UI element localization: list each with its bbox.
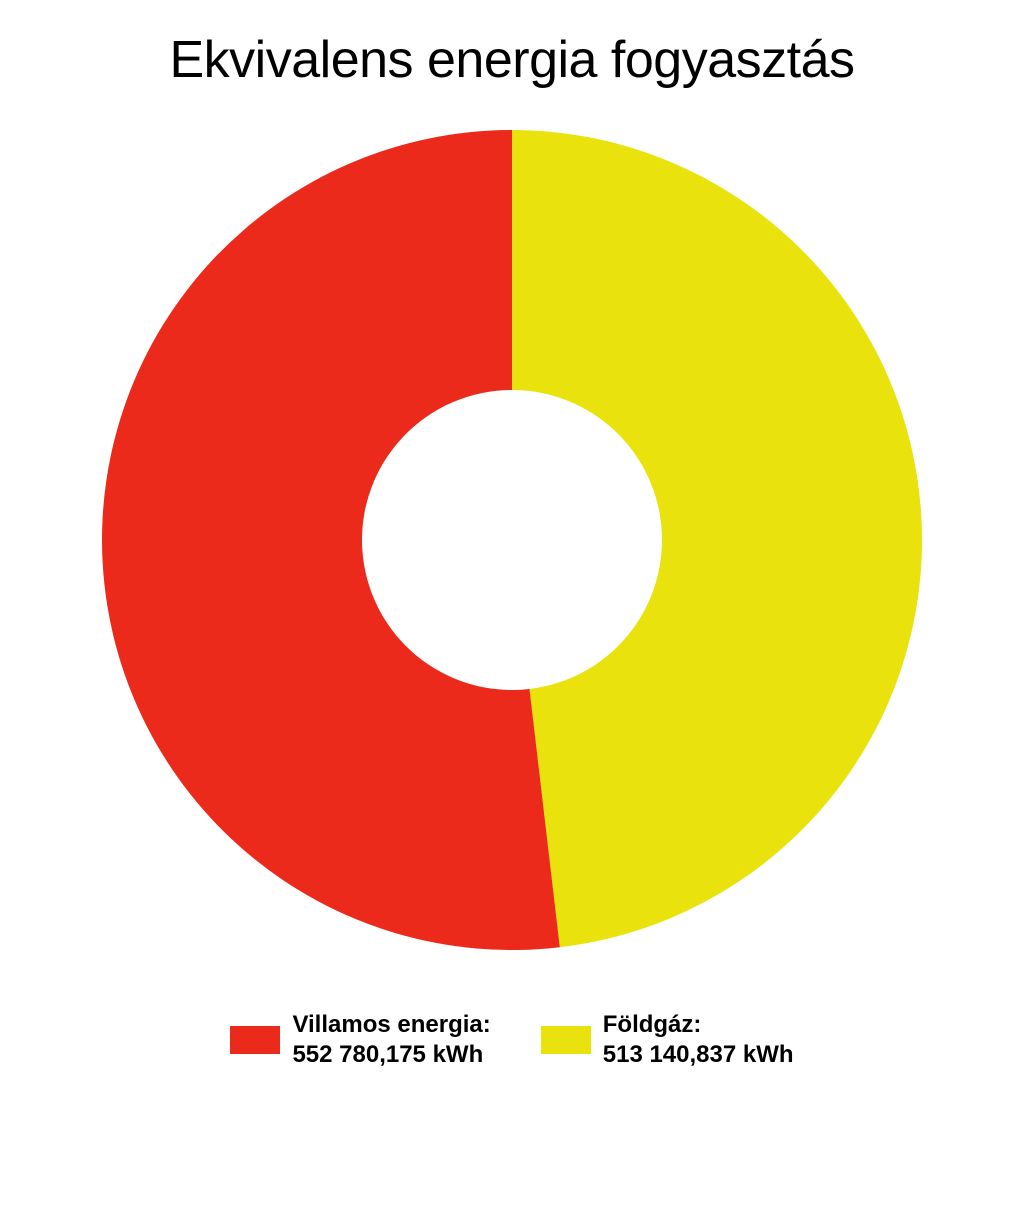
legend-swatch-electric — [230, 1026, 280, 1054]
donut-chart — [92, 120, 932, 960]
legend-item-gas: Földgáz: 513 140,837 kWh — [541, 1010, 794, 1070]
legend-text-electric: Villamos energia: 552 780,175 kWh — [292, 1010, 490, 1070]
donut-slice-1 — [102, 130, 560, 950]
legend-label-electric: Villamos energia: — [292, 1010, 490, 1040]
legend-label-gas: Földgáz: — [603, 1010, 794, 1040]
legend-item-electric: Villamos energia: 552 780,175 kWh — [230, 1010, 490, 1070]
legend-value-gas: 513 140,837 kWh — [603, 1040, 794, 1070]
chart-title: Ekvivalens energia fogyasztás — [0, 30, 1024, 90]
chart-container: Ekvivalens energia fogyasztás Villamos e… — [0, 30, 1024, 1225]
legend-text-gas: Földgáz: 513 140,837 kWh — [603, 1010, 794, 1070]
donut-chart-wrap — [0, 120, 1024, 960]
legend-swatch-gas — [541, 1026, 591, 1054]
donut-slice-0 — [512, 130, 922, 947]
legend: Villamos energia: 552 780,175 kWh Földgá… — [0, 1010, 1024, 1070]
legend-value-electric: 552 780,175 kWh — [292, 1040, 490, 1070]
